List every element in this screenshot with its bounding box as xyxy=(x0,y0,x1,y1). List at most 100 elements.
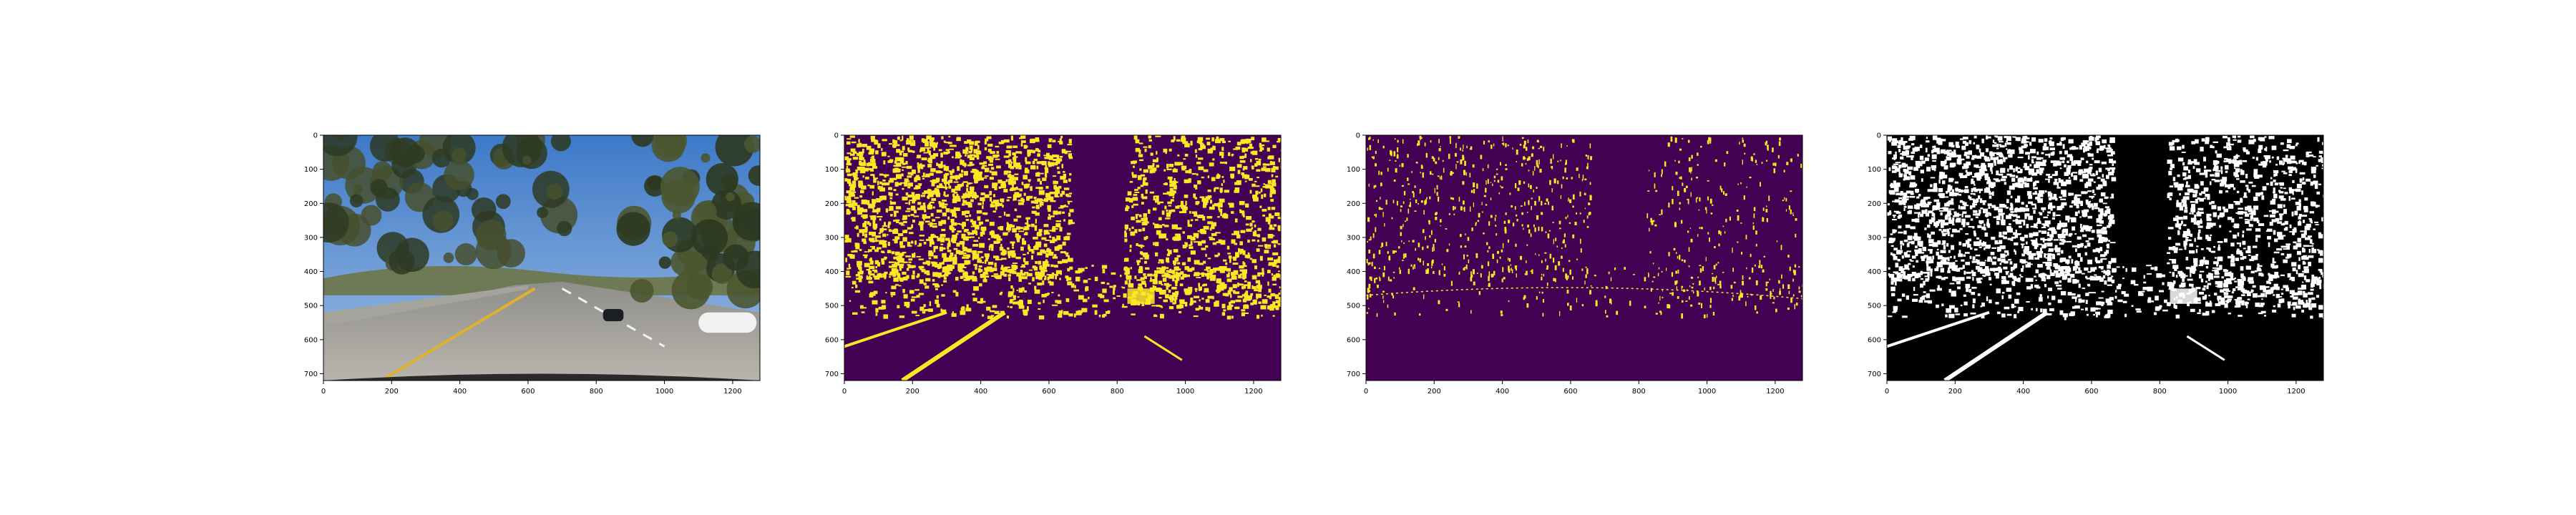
mask-pixel xyxy=(1142,182,1148,186)
mask-pixel xyxy=(1557,160,1559,162)
mask-pixel xyxy=(1081,308,1088,313)
mask-pixel xyxy=(1027,151,1031,156)
mask-pixel xyxy=(1239,209,1241,212)
mask-pixel xyxy=(883,222,887,227)
mask-pixel xyxy=(1688,157,1691,162)
mask-pixel xyxy=(1758,265,1761,268)
mask-pixel xyxy=(1254,265,1257,270)
mask-pixel xyxy=(1184,143,1190,147)
mask-pixel xyxy=(1395,250,1397,252)
mask-pixel xyxy=(1964,185,1968,189)
mask-pixel xyxy=(1367,217,1370,222)
mask-pixel xyxy=(1501,176,1503,181)
tree-foliage xyxy=(537,207,548,219)
mask-pixel xyxy=(1890,293,1896,297)
mask-pixel xyxy=(927,191,933,195)
mask-pixel xyxy=(1121,286,1123,288)
mask-pixel xyxy=(1230,294,1232,298)
mask-pixel xyxy=(1163,192,1169,195)
mask-pixel xyxy=(952,193,955,197)
y-tick-label: 700 xyxy=(825,371,839,378)
mask-pixel xyxy=(844,195,847,200)
mask-pixel xyxy=(2212,168,2218,172)
mask-pixel xyxy=(2029,263,2033,265)
mask-pixel xyxy=(1189,301,1194,305)
mask-pixel xyxy=(869,231,873,235)
mask-pixel xyxy=(1124,272,1130,275)
mask-pixel xyxy=(972,271,975,275)
mask-pixel xyxy=(908,261,912,263)
mask-pixel xyxy=(1487,261,1490,267)
mask-pixel xyxy=(1236,142,1241,146)
mask-pixel xyxy=(1028,249,1034,252)
mask-pixel xyxy=(2219,225,2222,228)
mask-pixel xyxy=(1684,259,1686,263)
mask-pixel xyxy=(1227,152,1231,157)
mask-pixel xyxy=(1368,137,1370,140)
mask-pixel xyxy=(2032,207,2037,210)
mask-pixel xyxy=(1748,277,1751,280)
mask-pixel xyxy=(1250,293,1254,296)
mask-pixel xyxy=(1050,264,1054,268)
mask-pixel xyxy=(1013,154,1016,160)
mask-pixel xyxy=(2014,305,2016,308)
mask-pixel xyxy=(1252,259,1257,263)
mask-pixel xyxy=(1514,206,1516,210)
mask-pixel xyxy=(1259,147,1264,150)
mask-pixel xyxy=(2243,192,2247,197)
mask-pixel xyxy=(954,195,960,200)
mask-pixel xyxy=(1035,137,1040,142)
mask-pixel xyxy=(1657,273,1659,277)
mask-pixel xyxy=(850,154,855,156)
mask-pixel xyxy=(939,167,943,169)
mask-pixel xyxy=(866,162,869,167)
mask-pixel xyxy=(1732,295,1734,298)
mask-pixel xyxy=(2210,302,2212,307)
mask-pixel xyxy=(930,222,933,227)
mask-pixel xyxy=(1431,266,1433,269)
mask-pixel xyxy=(1971,287,1977,289)
mask-pixel xyxy=(1483,232,1485,235)
mask-pixel xyxy=(2286,144,2291,149)
mask-pixel xyxy=(2098,265,2104,269)
mask-pixel xyxy=(1222,266,1227,271)
mask-pixel xyxy=(1531,153,1533,157)
mask-pixel xyxy=(1262,166,1267,168)
mask-pixel xyxy=(1469,172,1471,178)
mask-pixel xyxy=(1701,303,1703,308)
mask-pixel xyxy=(988,245,991,250)
mask-pixel xyxy=(1143,146,1148,148)
mask-pixel xyxy=(1229,167,1236,172)
mask-pixel xyxy=(2268,289,2274,294)
mask-pixel xyxy=(1171,297,1175,301)
mask-pixel xyxy=(1062,241,1066,246)
mask-pixel xyxy=(1252,300,1257,305)
mask-pixel xyxy=(2101,161,2107,165)
mask-pixel xyxy=(2014,249,2016,252)
mask-pixel xyxy=(1690,304,1693,307)
mask-pixel xyxy=(916,255,921,258)
mask-pixel xyxy=(2279,215,2283,219)
mask-pixel xyxy=(1572,194,1575,200)
mask-pixel xyxy=(1581,304,1584,307)
mask-pixel xyxy=(2200,147,2204,152)
mask-pixel xyxy=(1141,193,1144,198)
mask-pixel xyxy=(2046,275,2051,280)
mask-pixel xyxy=(1247,240,1250,243)
mask-pixel xyxy=(1558,220,1561,225)
mask-pixel xyxy=(2035,238,2038,243)
mask-pixel xyxy=(895,193,899,196)
mask-pixel xyxy=(964,271,967,276)
mask-pixel xyxy=(2191,141,2195,144)
mask-pixel xyxy=(862,232,864,237)
mask-pixel xyxy=(1221,155,1224,159)
tree-foliage xyxy=(502,135,542,167)
tree-foliage xyxy=(361,205,382,226)
mask-pixel xyxy=(1013,194,1017,197)
mask-pixel xyxy=(1048,216,1051,220)
mask-pixel xyxy=(1165,149,1167,154)
mask-pixel xyxy=(939,246,944,252)
mask-pixel xyxy=(949,148,954,150)
mask-pixel xyxy=(1174,299,1177,304)
